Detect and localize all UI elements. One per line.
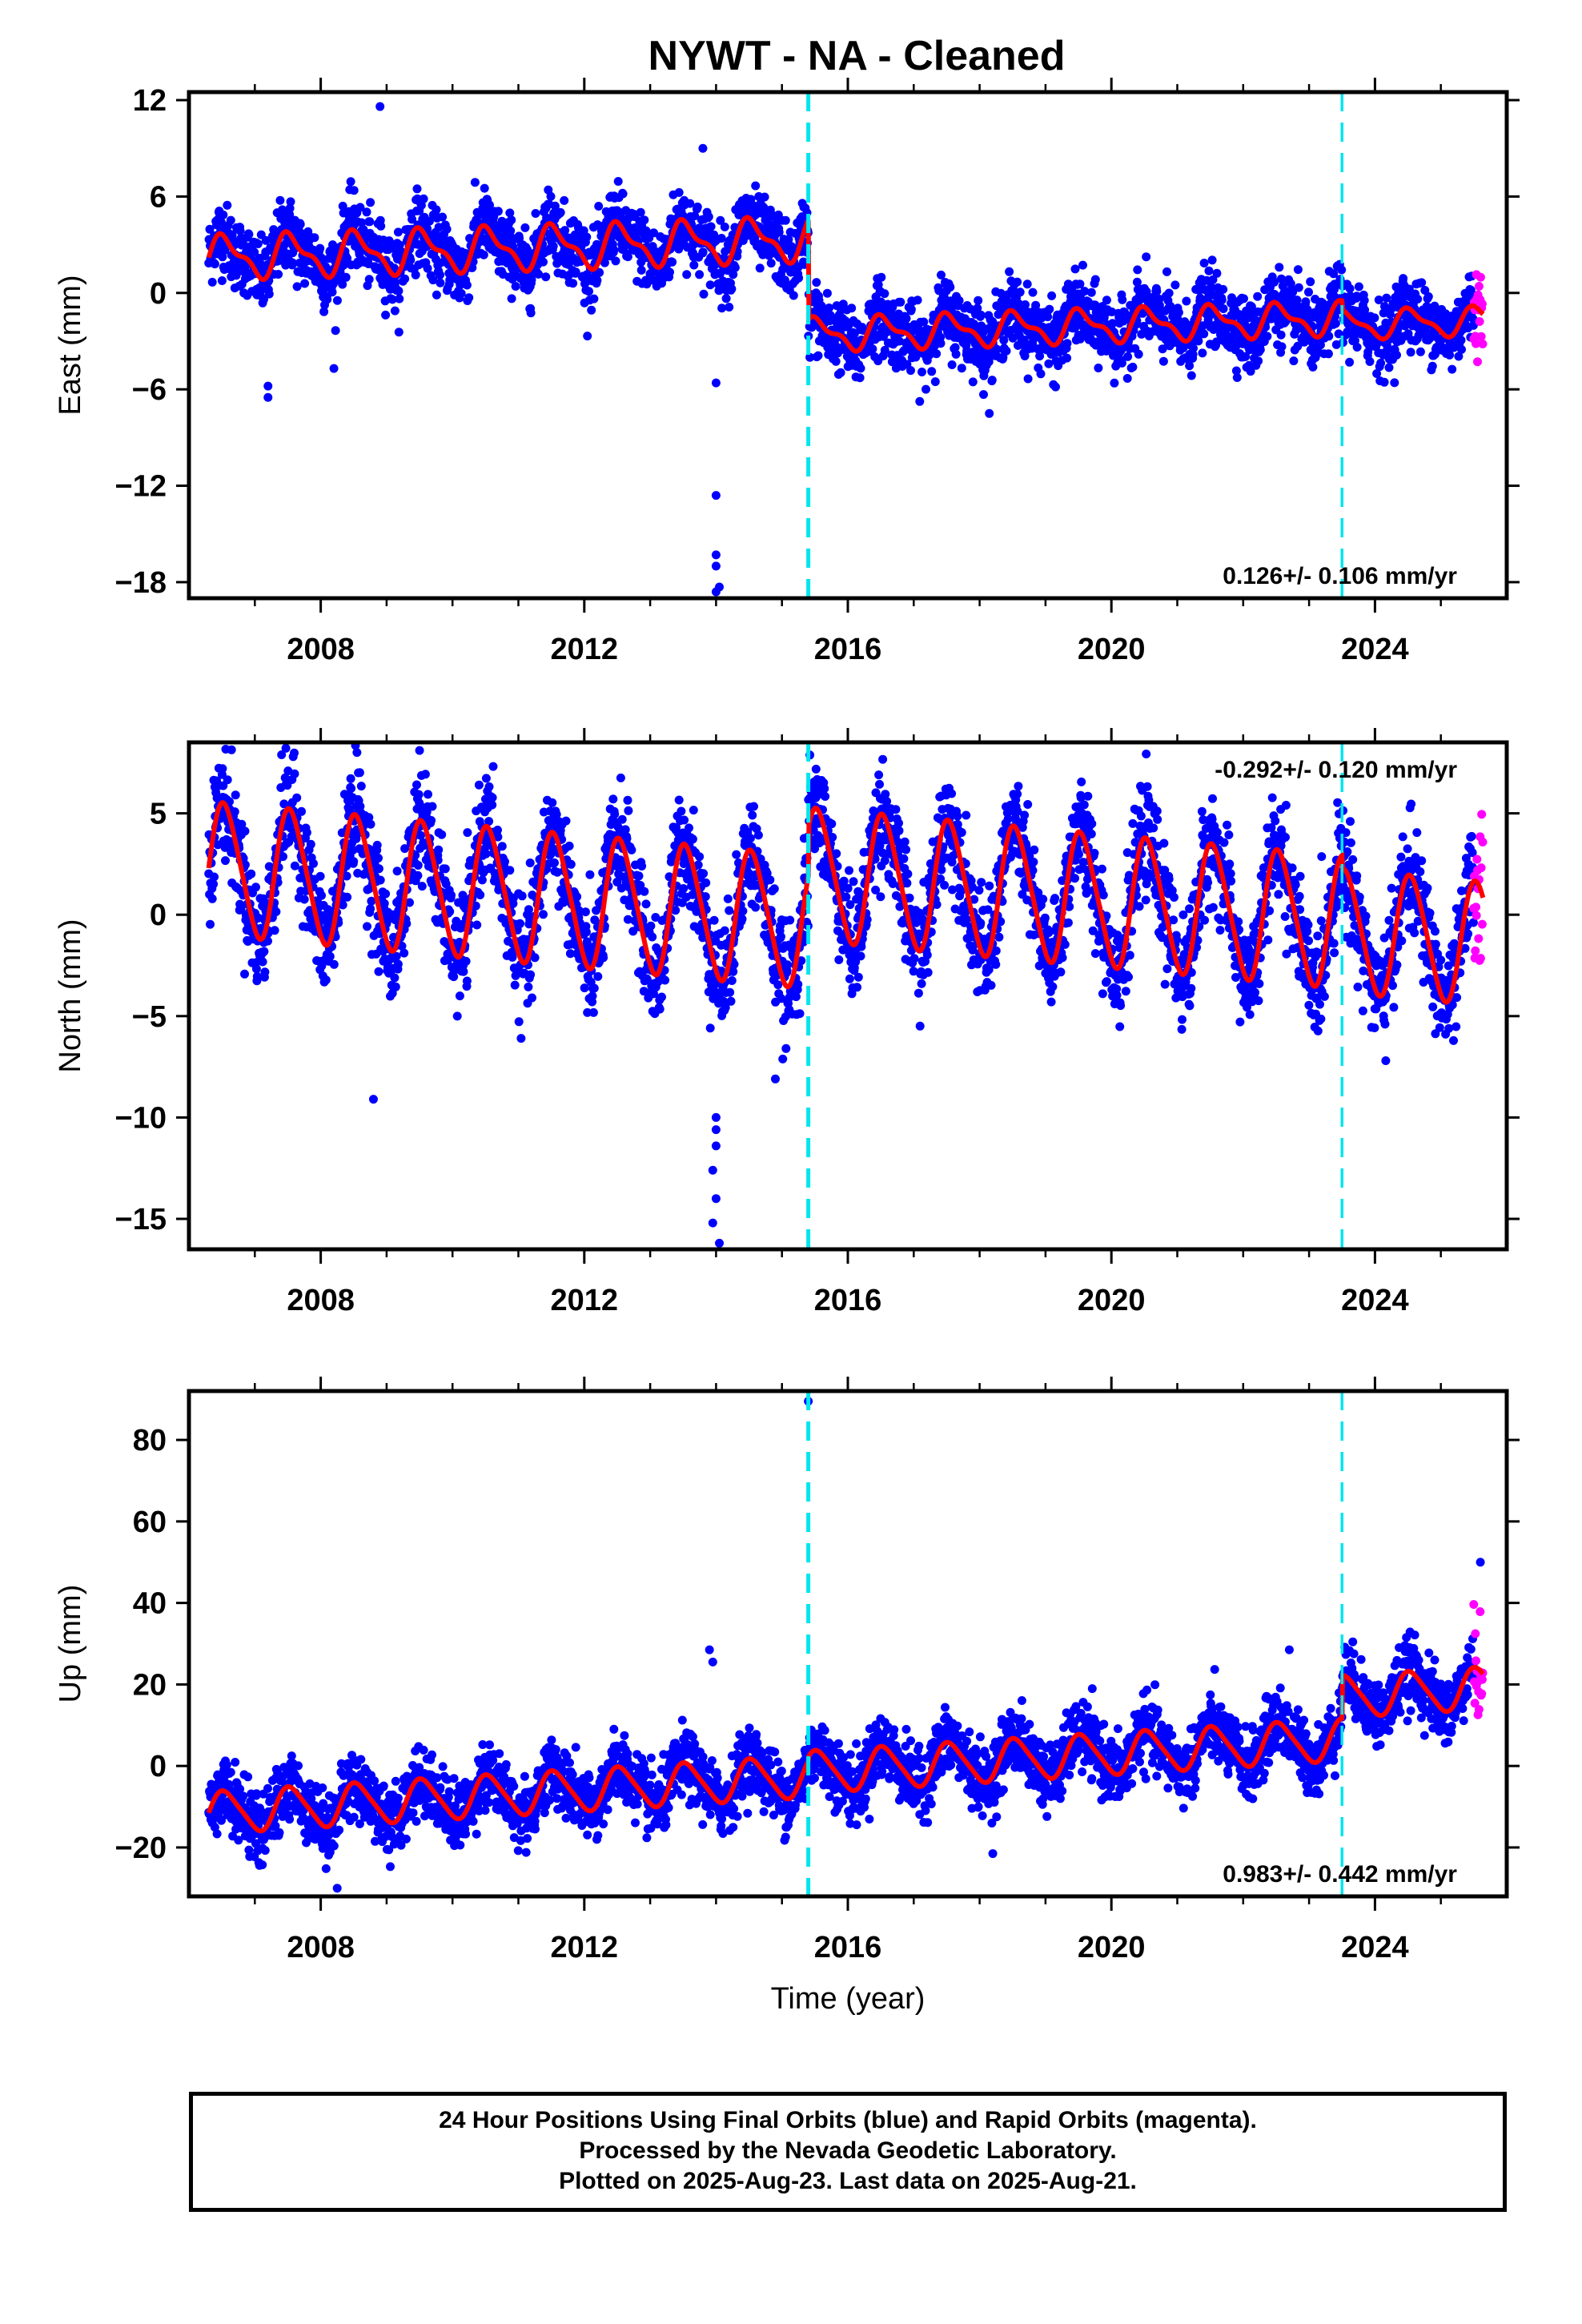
outlier-point [711,1141,721,1151]
x-tick-label: 2012 [551,633,619,666]
outlier-point [711,587,721,597]
x-tick-label: 2008 [287,1931,355,1964]
x-tick-label: 2012 [551,1931,619,1964]
chart-title: NYWT - NA - Cleaned [648,33,1066,79]
y-tick-label: 6 [150,180,167,214]
outlier-point [1476,1558,1485,1567]
outlier-point [415,746,424,755]
rapid-orbit-points [1469,1600,1488,1719]
x-tick-label: 2024 [1341,633,1409,666]
y-tick-label: 12 [133,84,167,118]
panel-east: 2008 2012 2016 2020 2024 −18 −12 −6 0 6 12 East (mm… [54,78,1520,666]
x-tick-label: 2008 [287,633,355,666]
x-tick-label: 2020 [1078,1284,1146,1317]
final-orbit-points [204,1627,1478,1873]
rate-annotation: 0.983+/- 0.442 mm/yr [1223,1861,1457,1888]
outlier-point [708,1657,717,1667]
x-tick-label: 2024 [1341,1931,1409,1964]
panel-up: 2008 2012 2016 2020 2024 −20 0 20 40 60 80 Up (mm) 0… [54,1377,1520,2016]
outlier-point [711,1194,721,1204]
outlier-point [263,392,273,402]
y-tick-label: −5 [132,1000,167,1034]
y-axis-label: Up (mm) [54,1585,87,1703]
outlier-point [711,378,721,388]
footer-line-2: Processed by the Nevada Geodetic Laborat… [579,2137,1117,2164]
final-orbit-points [204,742,1478,1065]
y-tick-label: 0 [150,277,167,311]
outlier-point [352,748,362,758]
footer-line-1: 24 Hour Positions Using Final Orbits (bl… [439,2107,1257,2133]
y-tick-label: −15 [115,1203,167,1236]
y-tick-label: −10 [115,1101,167,1135]
outlier-point [332,1884,342,1893]
model-fit-line [206,1664,1485,1834]
outlier-point [263,381,273,391]
outlier-point [705,1645,714,1655]
panel-north: 2008 2012 2016 2020 2024 −15 −10 −5 0 5 North (mm)… [54,728,1520,1317]
outlier-point [698,143,708,153]
y-tick-label: −18 [115,566,167,600]
y-tick-label: 0 [150,1750,167,1783]
y-tick-label: −6 [132,373,167,407]
outlier-point [988,1849,998,1859]
rate-annotation: 0.126+/- 0.106 mm/yr [1223,563,1457,589]
y-tick-label: 40 [133,1587,167,1621]
outlier-point [711,1112,721,1122]
footer-caption: 24 Hour Positions Using Final Orbits (bl… [189,2092,1507,2212]
model-fit-line [206,800,1486,1005]
outlier-point [708,1165,717,1175]
y-axis-label: North (mm) [54,919,87,1072]
y-tick-label: 20 [133,1668,167,1702]
outlier-point [715,1238,725,1248]
y-tick-label: 0 [150,899,167,932]
outlier-point [711,491,721,501]
y-axis-label: East (mm) [54,275,87,415]
x-axis-label: Time (year) [771,1982,926,2016]
footer-line-3: Plotted on 2025-Aug-23. Last data on 202… [559,2168,1137,2194]
outlier-point [368,1095,378,1104]
x-tick-label: 2020 [1078,1931,1146,1964]
x-tick-label: 2016 [814,1284,882,1317]
x-tick-label: 2012 [551,1284,619,1317]
outlier-point [329,364,339,373]
x-tick-label: 2016 [814,633,882,666]
y-tick-label: 60 [133,1506,167,1539]
x-tick-label: 2024 [1341,1284,1409,1317]
model-fit-line [206,215,1485,354]
x-tick-label: 2008 [287,1284,355,1317]
x-tick-label: 2020 [1078,633,1146,666]
outlier-point [708,1218,717,1228]
outlier-point [770,1074,780,1084]
y-tick-label: −20 [115,1831,167,1865]
x-tick-label: 2016 [814,1931,882,1964]
outlier-point [1284,1645,1294,1655]
y-tick-label: −12 [115,470,167,504]
outlier-point [711,1125,721,1135]
outlier-point [375,102,385,111]
outlier-point [711,550,721,560]
rapid-orbit-points [1469,270,1488,367]
y-tick-label: 80 [133,1424,167,1458]
outlier-point [711,561,721,571]
y-tick-label: 5 [150,798,167,831]
final-orbit-points [204,177,1478,418]
rate-annotation: -0.292+/- 0.120 mm/yr [1215,757,1457,783]
